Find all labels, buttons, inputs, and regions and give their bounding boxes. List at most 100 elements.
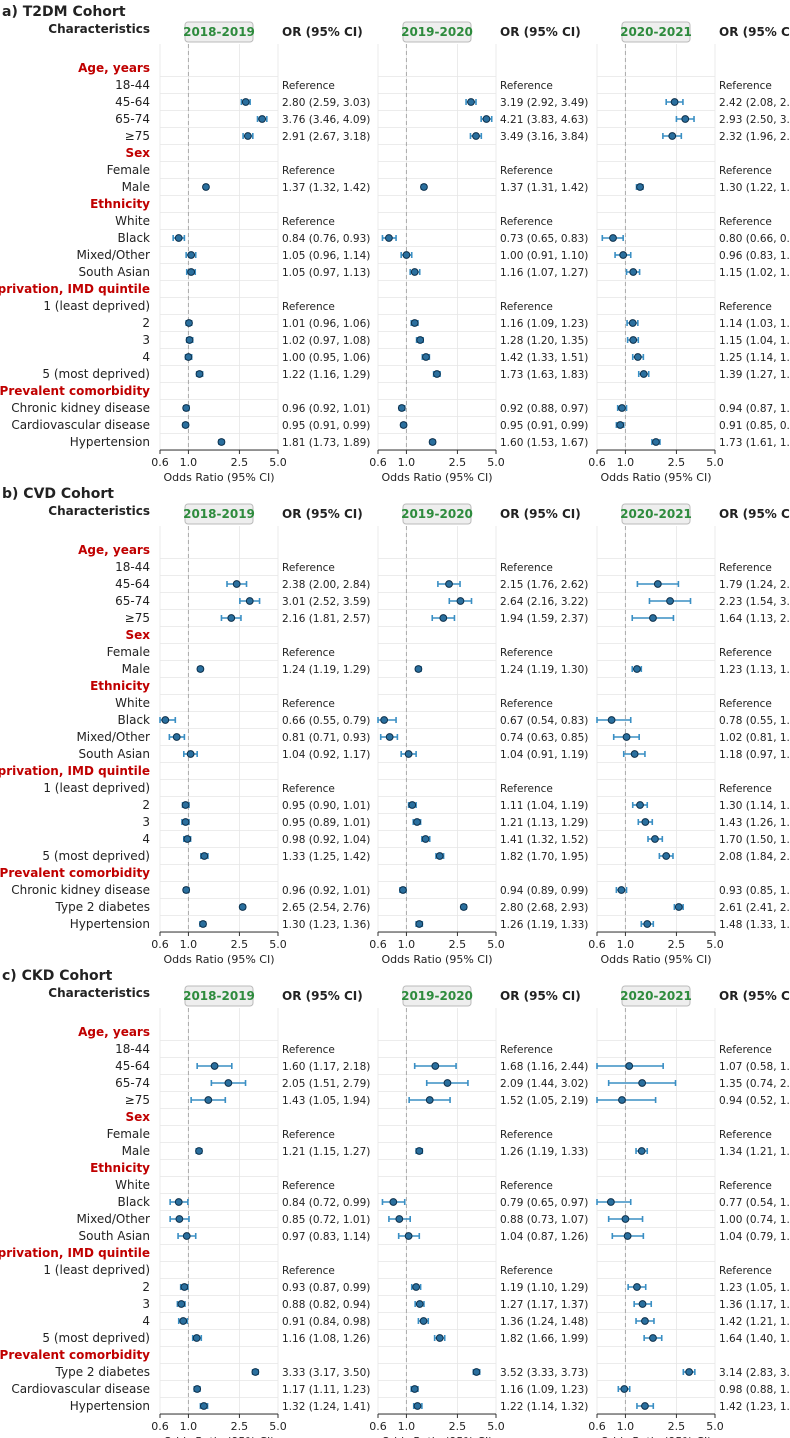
or-value-label: Reference bbox=[282, 1265, 335, 1277]
or-value-label: 1.43 (1.05, 1.94) bbox=[282, 1095, 370, 1107]
or-value-label: 1.35 (0.74, 2.46) bbox=[719, 1078, 790, 1090]
or-point bbox=[182, 886, 191, 894]
row-label: Black bbox=[118, 713, 151, 727]
or-point bbox=[204, 1096, 213, 1104]
or-point bbox=[420, 183, 428, 191]
or-point bbox=[380, 716, 389, 724]
or-point bbox=[415, 920, 424, 928]
or-point bbox=[184, 353, 193, 361]
or-point bbox=[200, 852, 209, 860]
or-value-label: 4.21 (3.83, 4.63) bbox=[500, 114, 588, 126]
or-value-label: 1.02 (0.97, 1.08) bbox=[282, 335, 370, 347]
or-point bbox=[385, 234, 393, 242]
or-point bbox=[243, 132, 252, 140]
row-label: Female bbox=[107, 1127, 150, 1141]
or-value-label: 1.73 (1.63, 1.83) bbox=[500, 369, 588, 381]
category-label: Age, years bbox=[78, 543, 150, 557]
or-value-label: 3.14 (2.83, 3.48) bbox=[719, 1367, 790, 1379]
or-point bbox=[633, 353, 642, 361]
or-point bbox=[404, 1232, 413, 1240]
or-value-label: 2.08 (1.84, 2.35) bbox=[719, 851, 790, 863]
or-point bbox=[482, 115, 491, 123]
x-tick-label: 1.0 bbox=[180, 1420, 198, 1433]
category-label: Prevalent comorbidity bbox=[0, 866, 150, 880]
or-value-label: 1.48 (1.33, 1.65) bbox=[719, 919, 790, 931]
or-value-label: 2.80 (2.68, 2.93) bbox=[500, 902, 588, 914]
row-label: Hypertension bbox=[70, 1399, 150, 1413]
or-value-label: Reference bbox=[719, 698, 772, 710]
or-value-label: 2.91 (2.67, 3.18) bbox=[282, 131, 370, 143]
row-label: Mixed/Other bbox=[76, 730, 150, 744]
or-point bbox=[459, 903, 468, 911]
or-point bbox=[241, 98, 250, 106]
or-point bbox=[472, 132, 480, 140]
or-value-label: 1.26 (1.19, 1.33) bbox=[500, 1146, 588, 1158]
or-value-label: 1.00 (0.74, 1.36) bbox=[719, 1214, 790, 1226]
or-value-label: Reference bbox=[282, 1044, 335, 1056]
x-tick-label: 2.5 bbox=[231, 1420, 249, 1433]
or-point bbox=[421, 835, 430, 843]
or-value-label: 1.15 (1.04, 1.26) bbox=[719, 335, 790, 347]
x-axis-label: Odds Ratio (95% CI) bbox=[600, 471, 711, 484]
or-point bbox=[433, 370, 441, 378]
panel-3: c) CKD Cohort Characteristics 2018-2019 OR … bbox=[0, 968, 790, 1438]
or-value-label: 0.91 (0.84, 0.98) bbox=[282, 1316, 370, 1328]
category-label: Sex bbox=[125, 1110, 150, 1124]
or-value-label: Reference bbox=[719, 301, 772, 313]
period-header: 2018-2019 bbox=[183, 989, 255, 1003]
row-label: South Asian bbox=[79, 265, 150, 279]
or-point bbox=[419, 1317, 428, 1325]
or-value-label: 0.81 (0.71, 0.93) bbox=[282, 732, 370, 744]
or-point bbox=[161, 716, 170, 724]
or-value-label: 0.94 (0.87, 1.02) bbox=[719, 403, 790, 415]
or-value-label: 0.79 (0.65, 0.97) bbox=[500, 1197, 588, 1209]
or-value-label: Reference bbox=[282, 1180, 335, 1192]
or-value-label: 1.02 (0.81, 1.28) bbox=[719, 732, 790, 744]
x-tick-label: 2.5 bbox=[668, 1420, 686, 1433]
or-point bbox=[193, 1385, 202, 1393]
row-label: 5 (most deprived) bbox=[42, 849, 150, 863]
row-label: 18-44 bbox=[115, 560, 150, 574]
or-point bbox=[674, 903, 683, 911]
or-value-label: 2.93 (2.50, 3.43) bbox=[719, 114, 790, 126]
or-point bbox=[413, 818, 421, 826]
x-tick-label: 5.0 bbox=[487, 456, 505, 469]
or-point bbox=[619, 251, 628, 259]
or-value-label: 1.24 (1.19, 1.30) bbox=[500, 664, 588, 676]
or-point bbox=[416, 336, 425, 344]
or-value-label: Reference bbox=[500, 216, 553, 228]
row-label: Hypertension bbox=[70, 435, 150, 449]
or-value-label: 0.95 (0.89, 1.01) bbox=[282, 817, 370, 829]
or-point bbox=[670, 98, 679, 106]
or-point bbox=[195, 1147, 203, 1155]
or-value-label: 0.94 (0.52, 1.72) bbox=[719, 1095, 790, 1107]
panel-title: a) T2DM Cohort bbox=[2, 4, 126, 20]
or-value-label: 3.52 (3.33, 3.73) bbox=[500, 1367, 588, 1379]
row-label: ≥75 bbox=[125, 1093, 150, 1107]
or-point bbox=[195, 370, 204, 378]
or-value-label: 0.78 (0.55, 1.10) bbox=[719, 715, 790, 727]
characteristics-header: Characteristics bbox=[48, 986, 150, 1000]
x-axis-label: Odds Ratio (95% CI) bbox=[163, 953, 274, 966]
or-point bbox=[643, 920, 652, 928]
x-tick-label: 5.0 bbox=[487, 1420, 505, 1433]
or-value-label: 1.18 (0.97, 1.42) bbox=[719, 749, 790, 761]
or-point bbox=[625, 1062, 634, 1070]
or-value-label: 1.64 (1.40, 1.92) bbox=[719, 1333, 790, 1345]
row-label: 2 bbox=[142, 316, 150, 330]
or-value-label: Reference bbox=[719, 1129, 772, 1141]
x-tick-label: 2.5 bbox=[449, 1420, 467, 1433]
or-value-label: 1.19 (1.10, 1.29) bbox=[500, 1282, 588, 1294]
or-point bbox=[185, 336, 194, 344]
panel-2: b) CVD Cohort Characteristics 2018-2019 OR … bbox=[0, 486, 790, 966]
row-label: 65-74 bbox=[115, 112, 150, 126]
or-value-label: Reference bbox=[719, 216, 772, 228]
or-point bbox=[408, 801, 417, 809]
row-label: Mixed/Other bbox=[76, 248, 150, 262]
or-value-label: 1.26 (1.19, 1.33) bbox=[500, 919, 588, 931]
or-point bbox=[185, 319, 193, 327]
or-value-label: Reference bbox=[500, 647, 553, 659]
or-value-label: Reference bbox=[719, 1180, 772, 1192]
x-tick-label: 1.0 bbox=[398, 1420, 416, 1433]
x-tick-label: 1.0 bbox=[398, 456, 416, 469]
